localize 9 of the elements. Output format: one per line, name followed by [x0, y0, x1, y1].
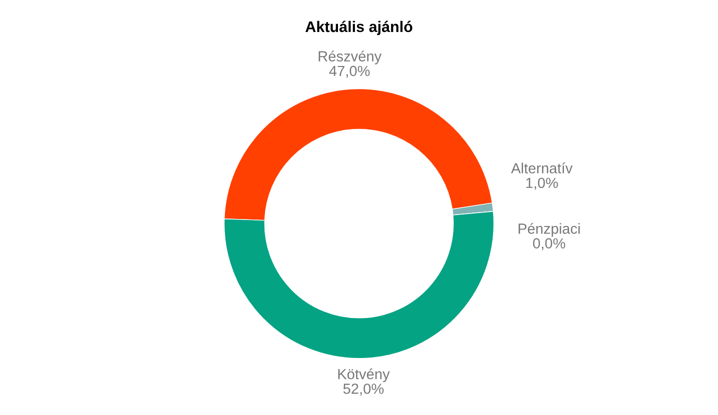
slice-label: Kötvény — [338, 368, 390, 382]
chart-title: Aktuális ajánló — [305, 20, 412, 36]
data-label: 52,0% — [343, 384, 384, 396]
slice-label: Részvény — [318, 50, 382, 64]
category-label: Pénzpiaci — [518, 222, 580, 237]
text: 0,0% — [533, 238, 566, 250]
data-label: 1,0% — [526, 178, 558, 190]
slice-label: Alternatív — [511, 162, 573, 174]
data-label: 47,0% — [329, 66, 370, 78]
